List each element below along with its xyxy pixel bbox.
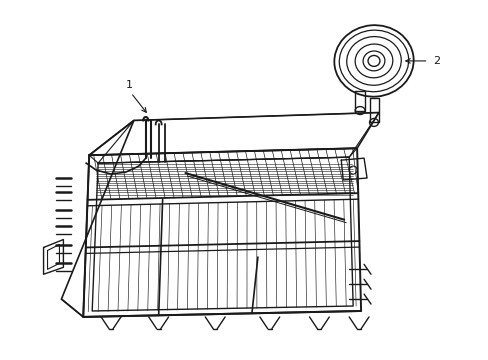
Text: 2: 2 <box>433 56 440 66</box>
Text: 1: 1 <box>125 80 132 90</box>
